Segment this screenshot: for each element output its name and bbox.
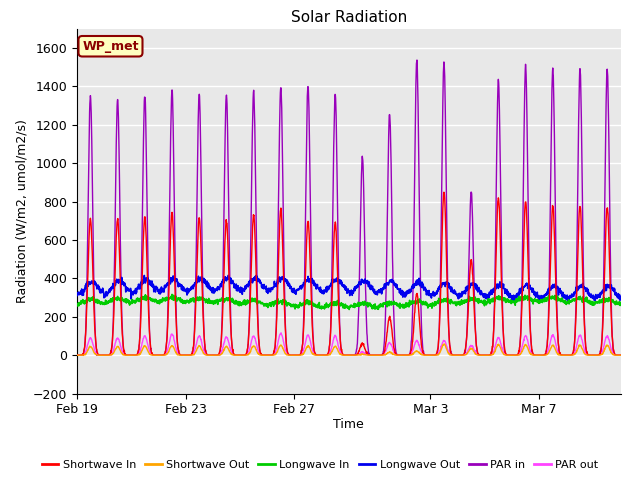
Longwave In <box>617 300 625 306</box>
PAR out <box>338 351 346 357</box>
Longwave Out <box>338 279 346 285</box>
Shortwave Out <box>601 346 609 351</box>
Longwave Out <box>510 299 518 305</box>
Legend: Shortwave In, Shortwave Out, Longwave In, Longwave Out, PAR in, PAR out: Shortwave In, Shortwave Out, Longwave In… <box>37 456 603 474</box>
Longwave In <box>323 302 331 308</box>
Longwave In <box>100 301 108 307</box>
Y-axis label: Radiation (W/m2, umol/m2/s): Radiation (W/m2, umol/m2/s) <box>15 119 29 303</box>
PAR in <box>338 349 346 355</box>
Shortwave In <box>73 352 81 358</box>
Shortwave Out <box>337 352 345 358</box>
PAR out <box>617 352 625 358</box>
Longwave Out <box>323 284 331 289</box>
Shortwave In <box>602 236 609 242</box>
X-axis label: Time: Time <box>333 418 364 431</box>
Text: WP_met: WP_met <box>82 40 139 53</box>
Longwave Out <box>502 288 509 294</box>
PAR in <box>602 157 609 163</box>
Shortwave Out <box>73 352 81 358</box>
Longwave In <box>73 303 81 309</box>
Line: PAR out: PAR out <box>77 333 621 355</box>
Line: PAR in: PAR in <box>77 60 621 355</box>
Longwave In <box>168 291 176 297</box>
PAR in <box>413 57 421 63</box>
PAR out <box>100 352 108 358</box>
PAR out <box>502 352 509 358</box>
PAR out <box>277 330 285 336</box>
PAR out <box>323 352 331 358</box>
Shortwave Out <box>323 352 331 358</box>
PAR out <box>602 337 609 343</box>
Line: Shortwave In: Shortwave In <box>77 192 621 355</box>
Longwave In <box>346 307 353 312</box>
PAR in <box>73 352 81 358</box>
Longwave Out <box>602 282 609 288</box>
PAR in <box>502 351 509 357</box>
Shortwave In <box>338 347 346 352</box>
Shortwave In <box>323 352 331 358</box>
Shortwave In <box>502 350 509 356</box>
Line: Shortwave Out: Shortwave Out <box>77 344 621 355</box>
Longwave In <box>338 301 346 307</box>
Shortwave In <box>79 352 87 358</box>
PAR in <box>602 137 609 143</box>
PAR out <box>601 338 609 344</box>
PAR out <box>73 352 81 358</box>
Longwave In <box>602 299 609 304</box>
Longwave Out <box>225 272 232 278</box>
Shortwave Out <box>440 341 448 347</box>
Line: Longwave In: Longwave In <box>77 294 621 310</box>
PAR in <box>93 352 100 358</box>
Longwave Out <box>100 292 108 298</box>
Shortwave In <box>440 189 448 195</box>
Longwave Out <box>73 292 81 298</box>
Shortwave In <box>602 244 609 250</box>
Longwave In <box>602 297 609 302</box>
Title: Solar Radiation: Solar Radiation <box>291 10 407 25</box>
PAR in <box>101 352 109 358</box>
Line: Longwave Out: Longwave Out <box>77 275 621 302</box>
PAR in <box>617 352 625 358</box>
Shortwave In <box>617 352 625 358</box>
Longwave Out <box>617 296 625 301</box>
Shortwave In <box>101 352 109 358</box>
Shortwave Out <box>502 352 509 358</box>
PAR in <box>323 352 331 358</box>
Longwave In <box>502 300 509 305</box>
Shortwave Out <box>602 345 609 351</box>
Shortwave Out <box>617 352 625 358</box>
Shortwave Out <box>100 352 108 358</box>
Longwave Out <box>602 282 609 288</box>
